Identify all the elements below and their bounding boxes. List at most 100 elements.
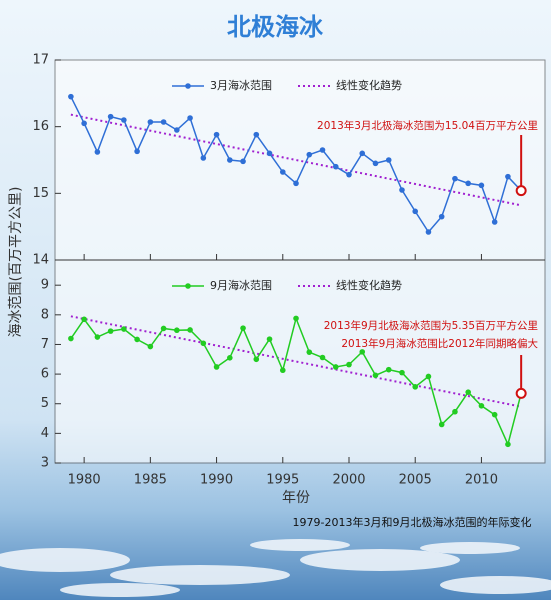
x-tick-label: 1990 [200,473,233,488]
y-tick-label: 7 [41,337,49,352]
legend-label: 9月海冰范围 [210,278,272,292]
point [121,326,127,332]
point [438,421,445,428]
point [306,349,313,355]
point [187,327,193,333]
legend-label: 3月海冰范围 [210,78,272,92]
point [465,389,471,395]
point [227,354,233,361]
point [452,175,458,182]
y-tick-label: 15 [32,186,49,201]
point [107,113,114,120]
point [372,372,379,379]
point [147,119,154,125]
point [399,187,405,193]
point [187,115,193,121]
x-tick-label: 1985 [134,473,167,488]
x-tick-label: 1980 [68,473,101,488]
point [478,403,485,409]
point [412,384,419,390]
point [319,354,326,361]
point [160,119,167,125]
x-tick-label: 2000 [332,473,365,488]
point [213,364,220,370]
point [266,336,273,342]
point [399,369,405,376]
trend-line [70,113,522,207]
point [372,160,379,167]
point [81,120,87,127]
ice-floes [0,539,551,597]
point [359,349,366,355]
point [68,335,74,342]
y-tick-label: 4 [41,426,49,441]
point [134,148,140,155]
point [293,315,299,322]
y-axis-label: 海冰范围(百万平方公里) [7,187,24,338]
point [279,367,286,374]
legend-marker [185,283,191,289]
point [346,171,352,178]
y-tick-label: 14 [32,253,49,268]
x-axis-label: 年份 [282,490,310,506]
point [147,343,154,350]
legend-label: 线性变化趋势 [336,278,402,292]
point [174,327,180,334]
point [68,93,74,100]
point [491,411,498,418]
legend-marker [185,83,191,89]
point [200,155,207,161]
point [279,169,286,175]
y-tick-label: 3 [41,456,49,471]
point [134,336,140,343]
y-tick-label: 9 [41,278,49,293]
point [359,150,366,157]
point [425,229,432,235]
annotation: 2013年9月北极海冰范围为5.35百万平方公里 [324,319,538,332]
point [385,157,392,163]
point [319,147,326,153]
point [160,325,167,332]
point [478,182,485,189]
y-tick-label: 8 [41,307,49,322]
point [240,325,246,331]
point [452,408,458,415]
point [412,208,419,215]
point [94,149,101,155]
point [465,180,471,187]
point [213,131,220,138]
annotation: 2013年9月海冰范围比2012年同期略偏大 [341,337,538,350]
point [253,131,260,138]
x-tick-label: 2005 [399,473,432,488]
point [332,364,339,370]
annotation: 2013年3月北极海冰范围为15.04百万平方公里 [317,119,538,132]
point [346,361,352,368]
x-tick-label: 2010 [465,473,498,488]
point [438,213,445,220]
y-tick-label: 5 [41,396,49,411]
point [200,340,207,347]
y-tick-label: 6 [41,367,49,382]
point [505,441,511,448]
page-title: 北极海冰 [227,13,324,41]
y-tick-label: 17 [32,53,49,68]
point [121,117,127,123]
point [227,157,233,163]
trend-line [70,315,522,408]
point [306,151,313,158]
point [107,328,114,334]
point [253,356,260,363]
point [491,219,498,225]
point [81,316,87,323]
point [240,158,246,165]
point [505,173,511,180]
point [293,180,299,187]
y-tick-label: 16 [32,119,49,134]
highlight [515,387,527,399]
point [425,373,432,380]
legend-label: 线性变化趋势 [336,78,402,92]
point [174,127,180,133]
point [94,334,101,340]
x-tick-label: 1995 [266,473,299,488]
